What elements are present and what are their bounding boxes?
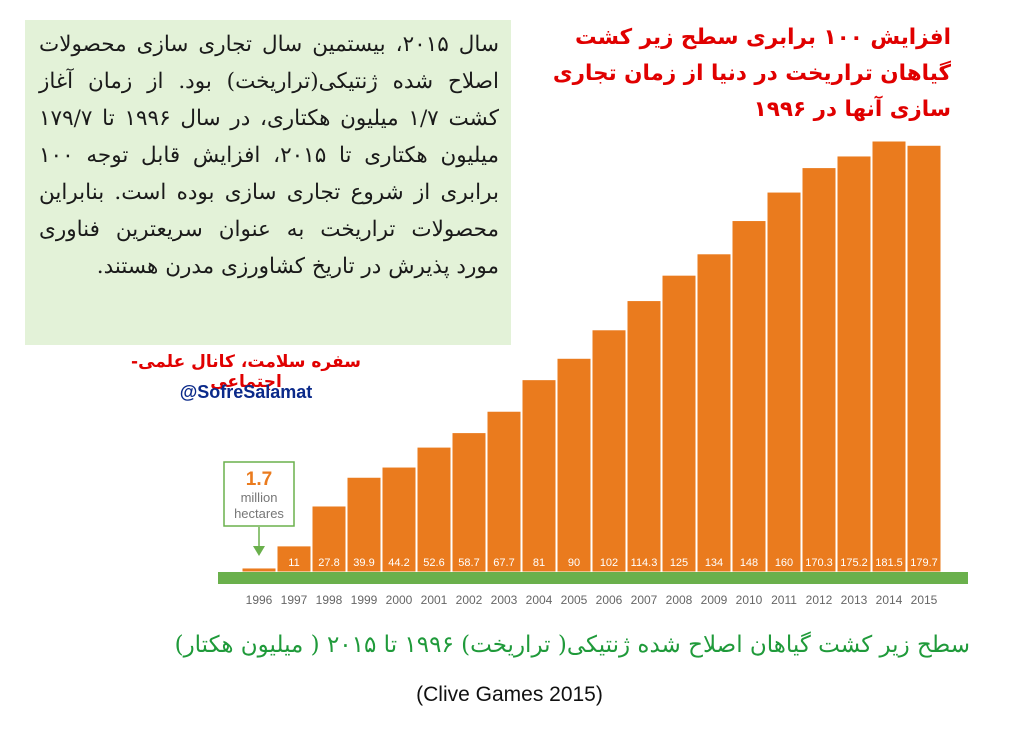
bar-value-label: 181.5	[875, 557, 903, 569]
bar-1996	[241, 567, 277, 573]
bar-value-label: 134	[705, 557, 723, 569]
bar-2012	[801, 167, 837, 573]
headline-title: افزایش ۱۰۰ برابری سطح زیر کشت گیاهان ترا…	[552, 25, 951, 122]
year-tick-label: 2014	[876, 593, 903, 607]
bar-value-label: 81	[533, 557, 545, 569]
bar-2006	[591, 329, 627, 573]
year-tick-label: 2015	[911, 593, 938, 607]
bar-2008	[661, 274, 697, 573]
callout-unit-line2: hectares	[234, 506, 284, 521]
bar-2013	[836, 155, 872, 573]
bar-2004	[521, 379, 557, 573]
year-tick-label: 2005	[561, 593, 588, 607]
year-tick-label: 1998	[316, 593, 343, 607]
bar-2005	[556, 357, 592, 573]
bar-2014	[871, 140, 907, 573]
bar-value-label: 102	[600, 557, 618, 569]
year-tick-label: 2013	[841, 593, 868, 607]
channel-handle: @SofreSalamat	[179, 382, 313, 402]
callout-unit-line1: million	[241, 490, 278, 505]
bar-value-label: 125	[670, 557, 688, 569]
bar-2001	[416, 446, 452, 573]
year-tick-label: 2004	[526, 593, 553, 607]
bar-2007	[626, 300, 662, 573]
bar-value-label: 44.2	[388, 557, 409, 569]
year-tick-label: 2003	[491, 593, 518, 607]
callout-value: 1.7	[246, 469, 272, 490]
bar-2002	[451, 432, 487, 573]
bar-value-label: 170.3	[805, 557, 833, 569]
bar-1998	[311, 505, 347, 573]
year-tick-label: 2002	[456, 593, 483, 607]
callout-box	[223, 461, 295, 527]
callout-arrow-icon	[253, 546, 265, 556]
bar-value-label: 27.8	[318, 557, 339, 569]
bar-value-label: 179.7	[910, 557, 938, 569]
year-tick-label: 2001	[421, 593, 448, 607]
year-tick-label: 1999	[351, 593, 378, 607]
year-tick-label: 2007	[631, 593, 658, 607]
chart-caption: سطح زیر کشت گیاهان اصلاح شده ژنتیکی( ترا…	[174, 632, 970, 658]
year-tick-label: 2000	[386, 593, 413, 607]
bar-2009	[696, 253, 732, 573]
bar-value-label: 148	[740, 557, 758, 569]
year-tick-label: 2009	[701, 593, 728, 607]
year-tick-label: 2008	[666, 593, 693, 607]
year-tick-label: 2010	[736, 593, 763, 607]
bar-value-label: 67.7	[493, 557, 514, 569]
bar-value-label: 39.9	[353, 557, 374, 569]
ground-strip	[218, 572, 968, 584]
source-citation: (Clive Games 2015)	[416, 683, 603, 706]
description-text: سال ۲۰۱۵، بیستمین سال تجاری سازی محصولات…	[39, 32, 499, 279]
year-tick-label: 2006	[596, 593, 623, 607]
bar-2010	[731, 220, 767, 573]
bar-2000	[381, 466, 417, 573]
bar-1997	[276, 545, 312, 573]
bar-2003	[486, 410, 522, 573]
year-tick-label: 1997	[281, 593, 308, 607]
year-tick-label: 1996	[246, 593, 273, 607]
bar-value-label: 114.3	[631, 557, 658, 569]
year-tick-label: 2011	[771, 593, 797, 607]
bar-2015	[906, 144, 942, 573]
channel-credit: سفره سلامت، کانال علمی- اجتماعی	[131, 352, 361, 392]
bar-value-label: 90	[568, 557, 580, 569]
bar-value-label: 52.6	[423, 557, 444, 569]
bar-value-label: 160	[775, 557, 793, 569]
year-tick-label: 2012	[806, 593, 833, 607]
bar-value-label: 11	[288, 557, 299, 569]
bar-value-label: 175.2	[840, 557, 868, 569]
bar-value-label: 58.7	[458, 557, 479, 569]
bar-2011	[766, 191, 802, 573]
description-box: سال ۲۰۱۵، بیستمین سال تجاری سازی محصولات…	[25, 20, 511, 345]
